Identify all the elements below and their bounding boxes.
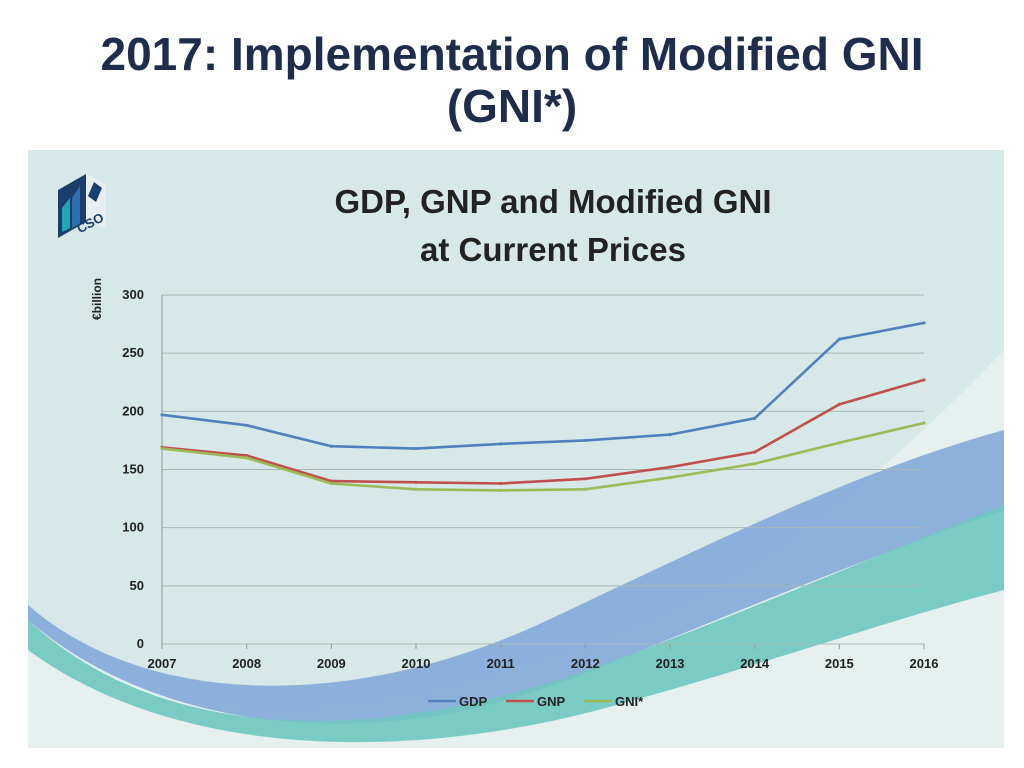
- data-point: [499, 488, 503, 493]
- data-point: [922, 321, 926, 325]
- y-tick-label: 50: [130, 578, 144, 593]
- y-tick-label: 0: [137, 636, 144, 651]
- y-tick-label: 200: [122, 403, 144, 418]
- data-point: [329, 481, 333, 486]
- data-point: [414, 446, 418, 451]
- chart-title-line-1: GDP, GNP and Modified GNI: [334, 183, 772, 220]
- data-point: [668, 465, 672, 469]
- data-point: [753, 450, 757, 454]
- series-line-gdp0: [161, 321, 925, 450]
- data-point: [245, 456, 249, 460]
- y-tick-label: 300: [122, 287, 144, 302]
- chart-panel: CSO GDP, GNP and Modified GNI at Current…: [28, 150, 1004, 748]
- x-tick-label: 2010: [402, 656, 431, 671]
- data-point: [583, 487, 587, 491]
- data-point: [245, 423, 249, 427]
- y-tick-label: 250: [122, 345, 144, 360]
- legend-label: GDP: [459, 694, 488, 709]
- x-tick-label: 2009: [317, 656, 346, 671]
- x-tick-label: 2007: [148, 656, 177, 671]
- page-title: 2017: Implementation of Modified GNI (GN…: [0, 28, 1024, 132]
- data-point: [414, 480, 418, 484]
- series-line-gni2: [161, 421, 925, 492]
- data-point: [668, 476, 672, 480]
- y-tick-label: 150: [122, 462, 144, 477]
- data-point: [922, 378, 926, 382]
- x-tick-label: 2008: [232, 656, 261, 671]
- data-point: [837, 402, 841, 406]
- data-point: [753, 416, 757, 420]
- x-tick-label: 2015: [825, 656, 854, 671]
- chart-gridlines: [162, 294, 924, 645]
- data-point: [329, 444, 333, 448]
- y-axis: 0 50 100 150 200 250 300: [122, 287, 163, 651]
- data-point: [160, 413, 164, 417]
- data-point: [837, 337, 841, 341]
- background-swoosh: [28, 350, 1004, 748]
- x-tick-label: 2014: [740, 656, 770, 671]
- data-point: [837, 441, 841, 445]
- chart-legend: GDP GNP GNI*: [428, 694, 644, 709]
- data-point: [583, 438, 587, 443]
- page-title-line-1: 2017: Implementation of Modified GNI: [100, 28, 924, 80]
- x-tick-label: 2013: [656, 656, 685, 671]
- y-axis-label: €billion: [90, 278, 104, 320]
- chart-title: GDP, GNP and Modified GNI at Current Pri…: [208, 178, 898, 274]
- legend-label: GNI*: [615, 694, 644, 709]
- data-point: [414, 487, 418, 491]
- data-point: [753, 462, 757, 466]
- data-point: [922, 421, 926, 425]
- y-tick-label: 100: [122, 520, 144, 535]
- series-line-gnp1: [161, 378, 925, 485]
- data-point: [583, 477, 587, 481]
- data-point: [245, 453, 249, 458]
- chart-series: [160, 321, 926, 493]
- x-tick-label: 2016: [910, 656, 939, 671]
- cso-logo-icon: CSO: [58, 174, 106, 238]
- data-point: [160, 446, 164, 451]
- legend-label: GNP: [537, 694, 566, 709]
- data-point: [668, 433, 672, 437]
- data-point: [499, 442, 503, 446]
- x-axis: 2007 2008 2009 2010 2011 2012 2013 2014 2015 2016: [148, 644, 939, 671]
- page-title-line-2: (GNI*): [446, 80, 578, 132]
- x-tick-label: 2011: [487, 656, 515, 671]
- x-tick-label: 2012: [571, 656, 600, 671]
- data-point: [499, 481, 503, 486]
- chart-title-line-2: at Current Prices: [420, 231, 686, 268]
